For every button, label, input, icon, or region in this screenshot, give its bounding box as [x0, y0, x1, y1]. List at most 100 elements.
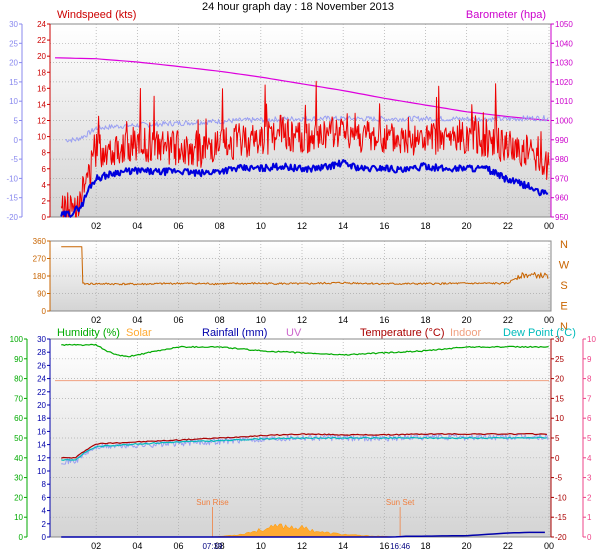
- climate-legend-6: Dew Point (°C): [503, 327, 576, 339]
- uv-axis-tick-label: 7: [587, 394, 592, 403]
- uv-axis-tick-label: 4: [587, 454, 592, 463]
- rainfall-axis-tick-label: 4: [42, 507, 47, 516]
- solar-area: [211, 523, 401, 538]
- windspeed-axis-tick-label: 12: [37, 117, 46, 126]
- temperature-axis-tick-label: -15: [555, 513, 567, 522]
- dew-point-line: [61, 436, 548, 461]
- temperature-outer-axis-tick-label: 25: [9, 39, 18, 48]
- rainfall-axis-tick-label: 14: [37, 441, 46, 450]
- rainfall-axis-tick-label: 12: [37, 454, 46, 463]
- direction-tick-label: 0: [42, 307, 47, 316]
- temperature-outer-axis-tick-label: 15: [9, 78, 18, 87]
- rainfall-line: [61, 531, 545, 538]
- direction-panel-x-tick: 00: [544, 315, 554, 325]
- sunset-label: Sun Set: [386, 498, 415, 507]
- humidity-axis-tick-label: 90: [14, 355, 23, 364]
- humidity-axis-tick-label: 60: [14, 414, 23, 423]
- windspeed-axis-tick-label: 0: [42, 213, 47, 222]
- windspeed-line: [60, 159, 549, 218]
- temperature-axis-tick-label: 5: [555, 434, 560, 443]
- wind-panel-x-tick: 06: [173, 221, 183, 231]
- temperature-axis-tick-label: 10: [555, 414, 564, 423]
- uv-axis-tick-label: 10: [587, 335, 596, 344]
- rainfall-axis-tick-label: 8: [42, 480, 47, 489]
- barometer-axis-tick-label: 1030: [555, 59, 573, 68]
- climate-panel-x-tick: 18: [420, 541, 430, 551]
- barometer-axis-tick-label: 1040: [555, 39, 573, 48]
- windspeed-axis-tick-label: 24: [37, 20, 46, 29]
- temperature-outer-axis-tick-label: -20: [6, 213, 18, 222]
- climate-legend-3: UV: [286, 327, 302, 339]
- temperature-axis-tick-label: -10: [555, 493, 567, 502]
- direction-panel-x-tick: 16: [379, 315, 389, 325]
- temperature-outer-axis-tick-label: 5: [14, 117, 19, 126]
- rainfall-axis-tick-label: 6: [42, 493, 47, 502]
- wind-panel-x-tick: 22: [503, 221, 513, 231]
- temperature-line: [61, 433, 548, 459]
- barometer-axis-tick-label: 990: [555, 136, 569, 145]
- direction-line: [61, 246, 549, 286]
- windspeed-axis-tick-label: 20: [37, 52, 46, 61]
- climate-panel-x-tick: 10: [256, 541, 266, 551]
- windspeed-axis-tick-label: 16: [37, 84, 46, 93]
- humidity-axis-tick-label: 100: [10, 335, 24, 344]
- compass-label: N: [560, 321, 568, 333]
- uv-axis-tick-label: 9: [587, 355, 592, 364]
- temperature-axis-tick-label: 0: [555, 454, 560, 463]
- barometer-axis-tick-label: 970: [555, 174, 569, 183]
- temperature-outer-axis-tick-label: 10: [9, 97, 18, 106]
- temperature-axis-tick-label: 15: [555, 394, 564, 403]
- climate-panel-x-tick: 04: [132, 541, 142, 551]
- wind-panel-x-tick: 18: [420, 221, 430, 231]
- windspeed-axis-tick-label: 2: [42, 197, 47, 206]
- humidity-line: [61, 343, 549, 358]
- windspeed-legend: Windspeed (kts): [57, 9, 136, 21]
- temperature-axis-tick-label: -20: [555, 533, 567, 542]
- rainfall-axis-tick-label: 22: [37, 388, 46, 397]
- windspeed-axis-tick-label: 4: [42, 181, 47, 190]
- climate-panel-x-tick: 00: [544, 541, 554, 551]
- direction-panel-x-tick: 22: [503, 315, 513, 325]
- wind-panel-x-tick: 10: [256, 221, 266, 231]
- barometer-axis-tick-label: 980: [555, 155, 569, 164]
- humidity-axis-tick-label: 20: [14, 493, 23, 502]
- climate-panel-x-tick: 12: [297, 541, 307, 551]
- windspeed-axis-tick-label: 22: [37, 36, 46, 45]
- windspeed-axis-tick-label: 6: [42, 165, 47, 174]
- compass-label: W: [559, 260, 570, 272]
- temperature-axis-tick-label: 20: [555, 375, 564, 384]
- humidity-axis-tick-label: 70: [14, 394, 23, 403]
- direction-tick-label: 270: [33, 255, 47, 264]
- barometer-axis-tick-label: 960: [555, 194, 569, 203]
- uv-axis-tick-label: 8: [587, 375, 592, 384]
- wind-panel-x-tick: 02: [91, 221, 101, 231]
- temperature-outer-axis-tick-label: -15: [6, 194, 18, 203]
- direction-panel-x-tick: 06: [173, 315, 183, 325]
- climate-legend-5: Indoor: [450, 327, 482, 339]
- compass-label: S: [560, 280, 567, 292]
- climate-panel-x-tick: 06: [173, 541, 183, 551]
- compass-label: N: [560, 239, 568, 251]
- temperature-axis-tick-label: -5: [555, 474, 563, 483]
- climate-legend-2: Rainfall (mm): [202, 327, 267, 339]
- windspeed-axis-tick-label: 18: [37, 68, 46, 77]
- climate-legend-1: Solar: [126, 327, 152, 339]
- uv-axis-tick-label: 1: [587, 513, 592, 522]
- chart-title: 24 hour graph day : 18 November 2013: [202, 1, 394, 13]
- sunrise-label: Sun Rise: [196, 498, 229, 507]
- direction-panel-x-tick: 12: [297, 315, 307, 325]
- direction-panel-x-tick: 08: [215, 315, 225, 325]
- barometer-line: [54, 57, 550, 122]
- temperature-line: [65, 115, 549, 143]
- barometer-axis-tick-label: 1020: [555, 78, 573, 87]
- temperature-outer-axis-tick-label: 20: [9, 59, 18, 68]
- wind-panel-x-tick: 14: [338, 221, 348, 231]
- direction-panel-x-tick: 10: [256, 315, 266, 325]
- uv-axis-tick-label: 2: [587, 493, 592, 502]
- rainfall-axis-tick-label: 0: [42, 533, 47, 542]
- sunrise-time-tick: 07:39: [202, 542, 223, 551]
- rainfall-axis-tick-label: 2: [42, 520, 47, 529]
- uv-axis-tick-label: 5: [587, 434, 592, 443]
- temperature-outer-axis-tick-label: -10: [6, 174, 18, 183]
